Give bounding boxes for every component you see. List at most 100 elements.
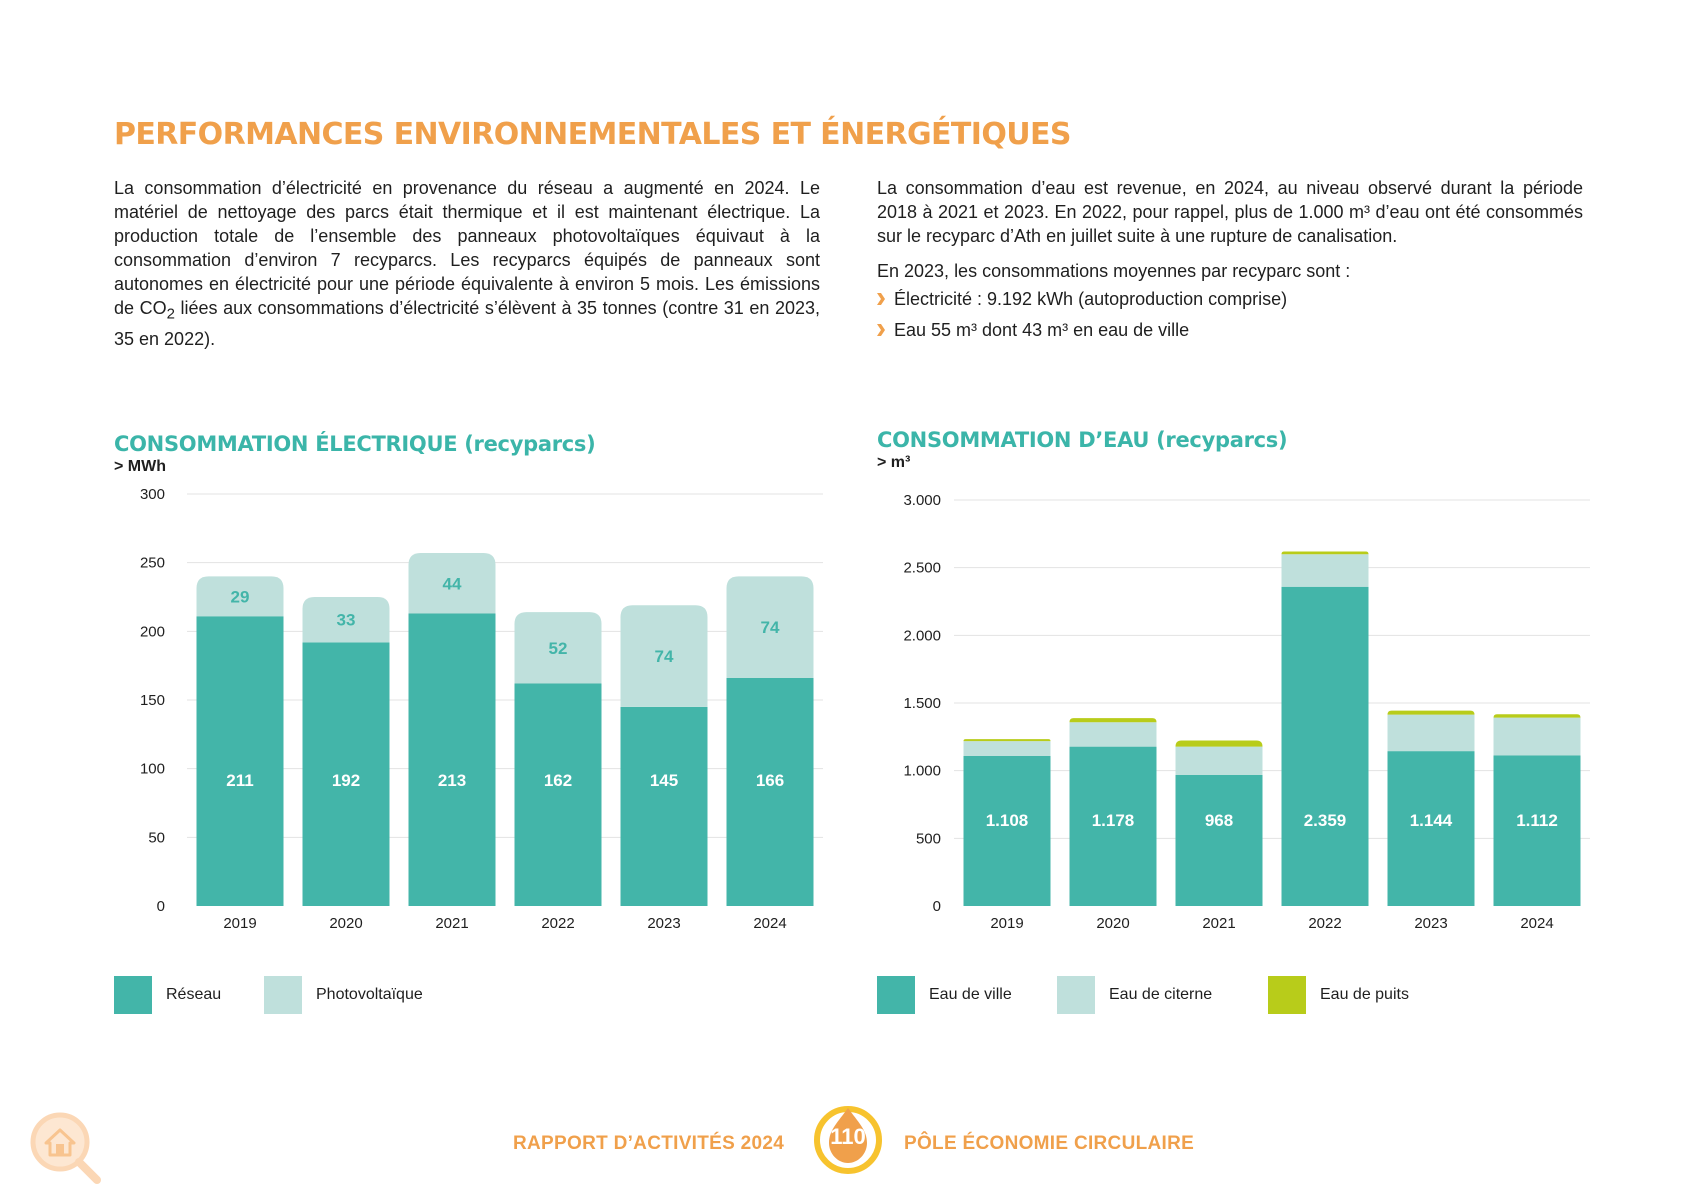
legend-item-eau-de-citerne: Eau de citerne — [1057, 976, 1212, 1014]
footer-report-year: 24 — [762, 1133, 785, 1154]
page-number: 110 — [830, 1124, 866, 1149]
electric-chart-title: CONSOMMATION ÉLECTRIQUE (recyparcs) — [114, 432, 596, 456]
water-text: La consommation d’eau est revenue, en 20… — [877, 176, 1583, 349]
bar-segment — [1069, 718, 1157, 723]
bar-segment — [302, 642, 390, 906]
electricity-paragraph: La consommation d’électricité en provena… — [114, 176, 820, 351]
x-tick-label: 2022 — [541, 915, 574, 932]
legend-swatch — [877, 976, 915, 1014]
y-tick-label: 50 — [148, 829, 165, 846]
electric-chart-unit: > MWh — [114, 458, 166, 475]
data-label: 162 — [544, 771, 572, 790]
y-tick-label: 1.500 — [903, 695, 941, 712]
bar-segment — [1281, 554, 1369, 587]
legend-label: Eau de puits — [1320, 986, 1409, 1003]
data-label: 166 — [756, 771, 784, 790]
bar-segment — [1493, 714, 1581, 718]
y-tick-label: 300 — [140, 486, 165, 503]
bar-segment — [1281, 551, 1369, 555]
footer-section: PÔLE ÉCONOMIE CIRCULAIRE — [904, 1133, 1195, 1154]
list-item-text: Eau 55 m³ dont 43 m³ en eau de ville — [894, 320, 1190, 340]
data-label: 192 — [332, 771, 360, 790]
y-tick-label: 2.000 — [903, 627, 941, 644]
x-tick-label: 2023 — [647, 915, 680, 932]
y-tick-label: 3.000 — [903, 492, 941, 509]
y-tick-label: 250 — [140, 555, 165, 572]
page-title: PERFORMANCES ENVIRONNEMENTALES ET ÉNERGÉ… — [114, 117, 1071, 152]
data-label: 1.178 — [1092, 811, 1135, 830]
co2-subscript: 2 — [166, 305, 175, 323]
data-label: 1.108 — [986, 811, 1029, 830]
bar-segment — [1069, 746, 1157, 906]
bar-segment — [1493, 717, 1581, 756]
bar-segment — [1175, 740, 1263, 747]
legend-label: Eau de citerne — [1109, 986, 1213, 1003]
data-label: 1.144 — [1410, 811, 1453, 830]
list-item: Eau 55 m³ dont 43 m³ en eau de ville — [877, 318, 1583, 342]
averages-list: Électricité : 9.192 kWh (autoproduction … — [877, 287, 1583, 342]
legend-swatch — [1057, 976, 1095, 1014]
legend-swatch — [1268, 976, 1306, 1014]
x-tick-label: 2019 — [223, 915, 256, 932]
data-label: 1.112 — [1516, 811, 1558, 830]
chevron-right-icon — [877, 293, 885, 305]
x-tick-label: 2024 — [1520, 915, 1553, 932]
data-label: 145 — [650, 771, 678, 790]
data-label: 74 — [655, 647, 674, 666]
home-search-icon[interactable] — [28, 1110, 104, 1186]
data-label: 33 — [337, 611, 356, 630]
y-tick-label: 500 — [916, 830, 941, 847]
electricity-text-part1: La consommation d’électricité en provena… — [114, 178, 820, 318]
bar-segment — [408, 613, 496, 906]
data-label: 29 — [231, 587, 250, 606]
electricity-text: La consommation d’électricité en provena… — [114, 176, 820, 362]
electric-chart: 0 50 100 150 200 250 300 211 29 2019 192 33 2020 213 4… — [140, 486, 823, 932]
bar-segment — [196, 576, 284, 617]
bar-segment — [1387, 710, 1475, 715]
y-tick-label: 1.000 — [903, 763, 941, 780]
bar-segment — [1175, 774, 1263, 906]
data-label: 213 — [438, 771, 466, 790]
bar-segment — [1493, 755, 1581, 906]
x-tick-label: 2024 — [753, 915, 786, 932]
bar-segment — [1069, 722, 1157, 747]
drop-badge-icon — [814, 1106, 882, 1174]
bar-segment — [726, 678, 814, 906]
bar-segment — [726, 576, 814, 679]
footer-report-prefix: RAPPORT D’ACTIVITÉS 20 — [513, 1133, 763, 1154]
averages-intro: En 2023, les consommations moyennes par … — [877, 261, 1351, 281]
legend-swatch — [264, 976, 302, 1014]
list-item-text: Électricité : 9.192 kWh (autoproduction … — [894, 289, 1288, 309]
bar-segment — [1387, 751, 1475, 906]
bar-segment — [963, 739, 1051, 742]
bar-segment — [1175, 746, 1263, 775]
y-tick-label: 200 — [140, 623, 165, 640]
data-label: 968 — [1205, 811, 1233, 830]
x-tick-label: 2022 — [1308, 915, 1341, 932]
bar-segment — [196, 616, 284, 906]
legend-item-photovoltaique: Photovoltaïque — [264, 976, 423, 1014]
water-chart-title: CONSOMMATION D’EAU (recyparcs) — [877, 428, 1288, 452]
bar-segment — [302, 597, 390, 643]
data-label: 211 — [226, 771, 253, 790]
legend-swatch — [114, 976, 152, 1014]
bar-segment — [514, 612, 602, 684]
water-chart-unit: > m³ — [877, 454, 911, 471]
bar-segment — [408, 553, 496, 614]
x-tick-label: 2019 — [990, 915, 1023, 932]
legend-item-eau-de-puits: Eau de puits — [1268, 976, 1409, 1014]
data-label: 74 — [761, 618, 780, 637]
y-tick-label: 2.500 — [903, 560, 941, 577]
bar-segment — [1387, 714, 1475, 752]
legend-item-eau-de-ville: Eau de ville — [877, 976, 1012, 1014]
y-tick-label: 0 — [157, 898, 165, 915]
bar-segment — [620, 706, 708, 906]
bar-segment — [514, 683, 602, 906]
data-label: 2.359 — [1304, 811, 1347, 830]
y-tick-label: 150 — [140, 692, 165, 709]
x-tick-label: 2020 — [1096, 915, 1129, 932]
footer-report-title: RAPPORT D’ACTIVITÉS 2024 — [513, 1133, 784, 1155]
data-label: 52 — [549, 639, 568, 658]
electricity-text-part2: liées aux consommations d’électricité s’… — [114, 298, 820, 349]
bar-segment — [620, 605, 708, 707]
